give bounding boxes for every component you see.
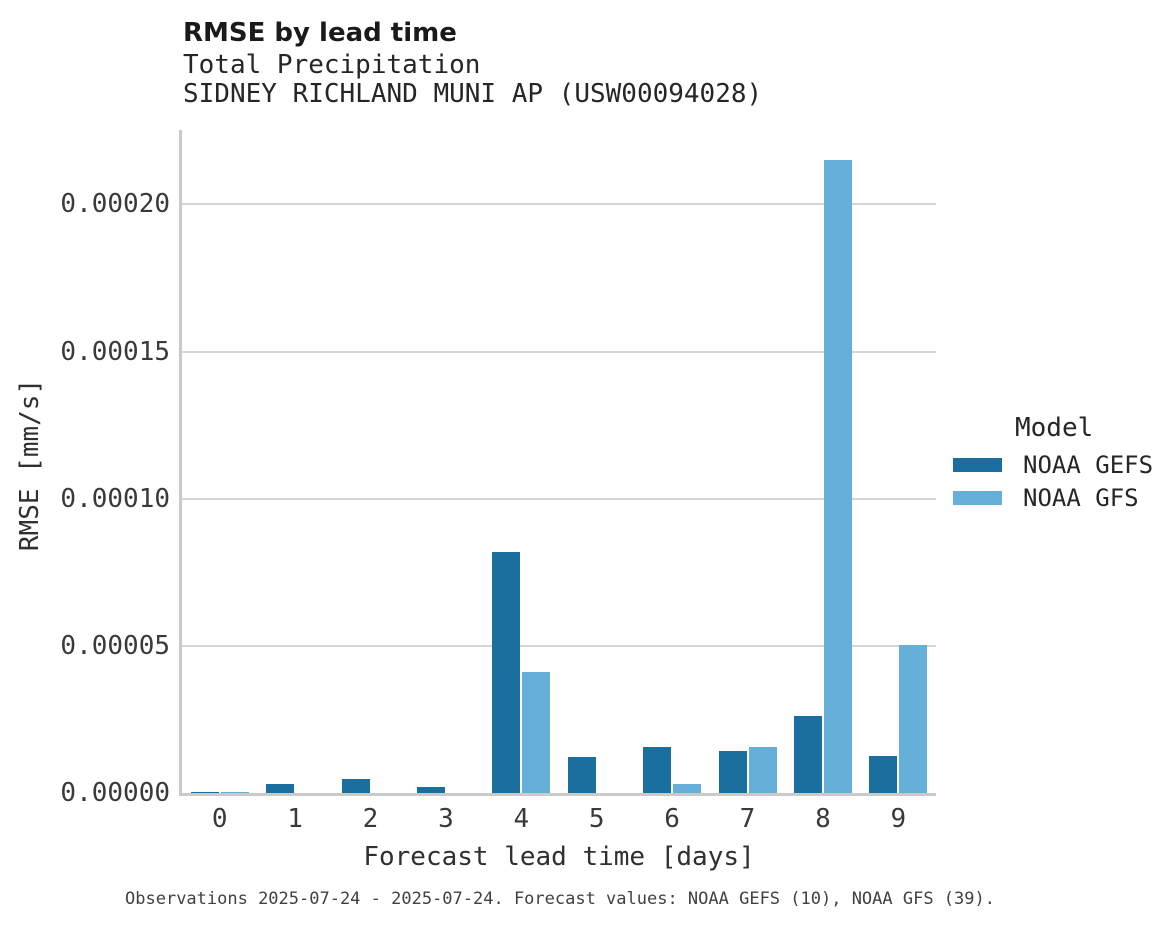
x-tick-label-4: 4: [513, 804, 530, 834]
bar-noaa-gfs-day-9: [899, 644, 928, 793]
x-tick-label-1: 1: [287, 804, 303, 834]
bar-noaa-gefs-day-8: [793, 715, 822, 793]
x-tick-label-8: 8: [815, 804, 831, 834]
bar-noaa-gefs-day-1: [266, 783, 295, 793]
bar-noaa-gefs-day-4: [492, 551, 521, 793]
legend-swatch-icon: [953, 490, 1002, 505]
legend-title: Model: [1015, 413, 1094, 443]
x-tick-label-7: 7: [739, 804, 756, 834]
chart-title: RMSE by lead time: [183, 18, 457, 48]
bar-noaa-gfs-day-8: [823, 160, 852, 793]
x-tick-label-0: 0: [211, 804, 228, 834]
x-axis-label: Forecast lead time [days]: [363, 842, 755, 872]
x-tick-label-9: 9: [890, 804, 907, 834]
chart-subtitle-variable: Total Precipitation: [183, 50, 481, 80]
y-tick-label-0.00015: 0.00015: [60, 336, 170, 367]
legend-label: NOAA GFS: [1023, 483, 1139, 512]
gridline-0.00005: [182, 644, 936, 647]
bar-noaa-gefs-day-7: [718, 750, 747, 793]
legend: Model NOAA GEFS NOAA GFS: [953, 412, 1153, 514]
bar-noaa-gefs-day-3: [416, 786, 445, 793]
y-tick-label-0.00000: 0.00000: [60, 778, 170, 808]
plot-area: [179, 130, 936, 796]
bar-noaa-gefs-day-6: [643, 747, 672, 793]
x-tick-label-2: 2: [362, 804, 379, 834]
chart-subtitle-station: SIDNEY RICHLAND MUNI AP (USW00094028): [183, 79, 763, 109]
gridline-0.00015: [182, 350, 936, 353]
legend-label: NOAA GEFS: [1023, 450, 1154, 479]
gridline-0.00020: [182, 203, 936, 206]
x-tick-label-6: 6: [664, 804, 680, 834]
caption-text: Observations 2025-07-24 - 2025-07-24. Fo…: [125, 889, 995, 909]
y-tick-label-0.00005: 0.00005: [60, 630, 170, 661]
y-axis-label: RMSE [mm/s]: [15, 378, 45, 552]
bar-noaa-gfs-day-6: [673, 784, 702, 793]
bar-noaa-gfs-day-4: [522, 672, 551, 793]
y-tick-label-0.00020: 0.00020: [60, 189, 170, 220]
gridline-0.00010: [182, 497, 936, 500]
bar-noaa-gefs-day-2: [341, 779, 370, 793]
x-tick-label-3: 3: [438, 804, 454, 834]
bar-noaa-gefs-day-5: [567, 757, 596, 793]
legend-entry-noaa-gefs: NOAA GEFS: [953, 448, 1153, 481]
legend-swatch-icon: [953, 457, 1002, 472]
x-tick-label-5: 5: [588, 804, 605, 834]
bar-noaa-gefs-day-9: [869, 755, 898, 793]
legend-entries: NOAA GEFS NOAA GFS: [953, 448, 1153, 514]
bar-noaa-gfs-day-7: [748, 746, 777, 793]
bar-noaa-gefs-day-0: [190, 792, 219, 793]
legend-entry-noaa-gfs: NOAA GFS: [953, 481, 1153, 514]
bar-noaa-gfs-day-0: [220, 792, 249, 793]
y-tick-label-0.00010: 0.00010: [60, 483, 170, 514]
